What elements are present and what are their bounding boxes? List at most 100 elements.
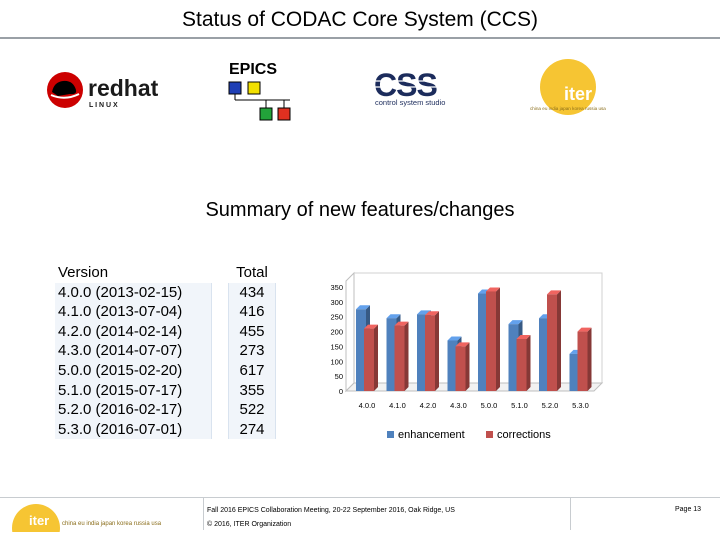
version-cell: 4.2.0 (2014-02-14) xyxy=(55,321,212,342)
total-cell: 434 xyxy=(228,282,276,303)
bar-top xyxy=(516,335,531,339)
bar-enhancement xyxy=(508,324,519,391)
bar-side xyxy=(587,327,592,391)
version-cell: 5.2.0 (2016-02-17) xyxy=(55,400,212,420)
footer-separator xyxy=(570,498,571,530)
features-bar-chart: 0 50 100 150 200 250 300 350 4.0.0 4.1.0 4.2.0 4.3.… xyxy=(330,271,604,441)
svg-text:control system studio: control system studio xyxy=(375,98,445,107)
chart-side-wall xyxy=(345,271,355,393)
css-logo: CSS control system studio xyxy=(374,68,468,107)
version-cell: 4.1.0 (2013-07-04) xyxy=(55,302,212,322)
bar-corrections xyxy=(486,291,496,391)
table-row: 5.3.0 (2016-07-01) 274 xyxy=(55,419,276,440)
iter-logo: iter china eu india japan korea russia u… xyxy=(530,59,606,115)
page-number: Page 13 xyxy=(675,506,702,513)
bar-side xyxy=(526,335,531,391)
bar-side xyxy=(465,342,470,391)
version-cell: 5.0.0 (2015-02-20) xyxy=(55,360,212,381)
bar-side xyxy=(404,321,409,391)
legend-label-corrections: corrections xyxy=(497,429,551,441)
version-cell: 5.1.0 (2015-07-17) xyxy=(55,380,212,401)
table-row: 5.0.0 (2015-02-20) 617 xyxy=(55,360,276,381)
bar-top xyxy=(577,327,592,332)
bar-enhancement xyxy=(539,318,549,391)
bar-side xyxy=(496,287,500,391)
legend-label-enhancement: enhancement xyxy=(398,429,465,441)
y-tick-label: 250 xyxy=(330,313,343,322)
total-cell: 522 xyxy=(228,400,276,420)
table-row: 4.1.0 (2013-07-04) 416 xyxy=(55,302,276,322)
total-header: Total xyxy=(228,263,276,283)
redhat-logo: redhat L I N U X xyxy=(47,72,159,109)
legend-swatch xyxy=(486,431,493,438)
y-tick-label: 100 xyxy=(330,357,343,366)
svg-text:china eu india japan korea rus: china eu india japan korea russia usa xyxy=(530,106,606,111)
x-tick-label: 4.0.0 xyxy=(359,401,376,410)
y-tick-label: 350 xyxy=(330,283,343,292)
version-cell: 4.0.0 (2013-02-15) xyxy=(55,282,212,303)
total-cell: 617 xyxy=(228,360,276,381)
slide-subtitle: Summary of new features/changes xyxy=(205,199,515,221)
table-row: 4.3.0 (2014-07-07) 273 xyxy=(55,341,276,361)
version-cell: 5.3.0 (2016-07-01) xyxy=(55,419,212,440)
table-row: 5.2.0 (2016-02-17) 522 xyxy=(55,400,276,420)
bar-top xyxy=(364,324,378,329)
bar-top xyxy=(386,314,401,319)
svg-text:L I N U X: L I N U X xyxy=(89,102,118,109)
bar-top xyxy=(394,321,409,326)
version-summary-table: Version Total 4.0.0 (2013-02-15) 434 4.1.… xyxy=(55,263,276,440)
table-row: 5.1.0 (2015-07-17) 355 xyxy=(55,380,276,401)
x-tick-label: 5.1.0 xyxy=(511,401,528,410)
x-tick-label: 5.3.0 xyxy=(572,401,589,410)
x-tick-label: 5.0.0 xyxy=(481,401,498,410)
slide-title: Status of CODAC Core System (CCS) xyxy=(182,8,538,31)
bar-corrections xyxy=(516,339,527,391)
title-divider xyxy=(0,37,720,39)
table-header-row: Version Total xyxy=(55,263,276,283)
bar-corrections xyxy=(547,294,557,391)
epics-logo: EPICS xyxy=(228,61,291,121)
legend-swatch xyxy=(387,431,394,438)
bar-corrections xyxy=(394,325,405,391)
bar-top xyxy=(356,305,370,310)
footer-copyright: © 2016, ITER Organization xyxy=(207,521,292,528)
bar-side xyxy=(557,290,561,391)
bar-enhancement xyxy=(478,293,488,391)
y-tick-label: 50 xyxy=(335,372,343,381)
x-tick-label: 5.2.0 xyxy=(542,401,559,410)
bar-side xyxy=(435,311,439,391)
total-cell: 273 xyxy=(228,341,276,361)
x-tick-label: 4.3.0 xyxy=(450,401,467,410)
total-cell: 355 xyxy=(228,380,276,401)
total-cell: 416 xyxy=(228,302,276,322)
y-tick-label: 0 xyxy=(339,387,343,396)
svg-text:iter: iter xyxy=(29,513,49,528)
version-header: Version xyxy=(55,263,212,283)
bar-corrections xyxy=(577,331,588,391)
bar-enhancement xyxy=(356,309,366,391)
y-tick-label: 150 xyxy=(330,342,343,351)
chart-floor xyxy=(344,382,604,392)
x-tick-label: 4.1.0 xyxy=(389,401,406,410)
total-cell: 455 xyxy=(228,321,276,342)
bar-top xyxy=(486,287,500,292)
total-cell: 274 xyxy=(228,419,276,440)
table-row: 4.2.0 (2014-02-14) 455 xyxy=(55,321,276,342)
footer-iter-logo: iter china eu india japan korea russia u… xyxy=(12,504,162,532)
svg-text:china eu india japan korea rus: china eu india japan korea russia usa xyxy=(62,521,162,527)
bar-top xyxy=(508,320,523,325)
bar-side xyxy=(374,324,378,391)
footer-separator xyxy=(203,498,204,530)
footer-meeting: Fall 2016 EPICS Collaboration Meeting, 2… xyxy=(207,507,455,514)
bar-corrections xyxy=(455,346,466,391)
bar-top xyxy=(547,290,561,295)
svg-text:iter: iter xyxy=(564,84,592,104)
bar-corrections xyxy=(364,328,374,391)
version-cell: 4.3.0 (2014-07-07) xyxy=(55,341,212,361)
bar-enhancement xyxy=(386,318,397,391)
bar-top xyxy=(447,336,462,341)
x-tick-label: 4.2.0 xyxy=(420,401,437,410)
svg-text:EPICS: EPICS xyxy=(229,61,277,78)
bar-enhancement xyxy=(447,340,458,391)
footer-divider xyxy=(0,497,720,498)
